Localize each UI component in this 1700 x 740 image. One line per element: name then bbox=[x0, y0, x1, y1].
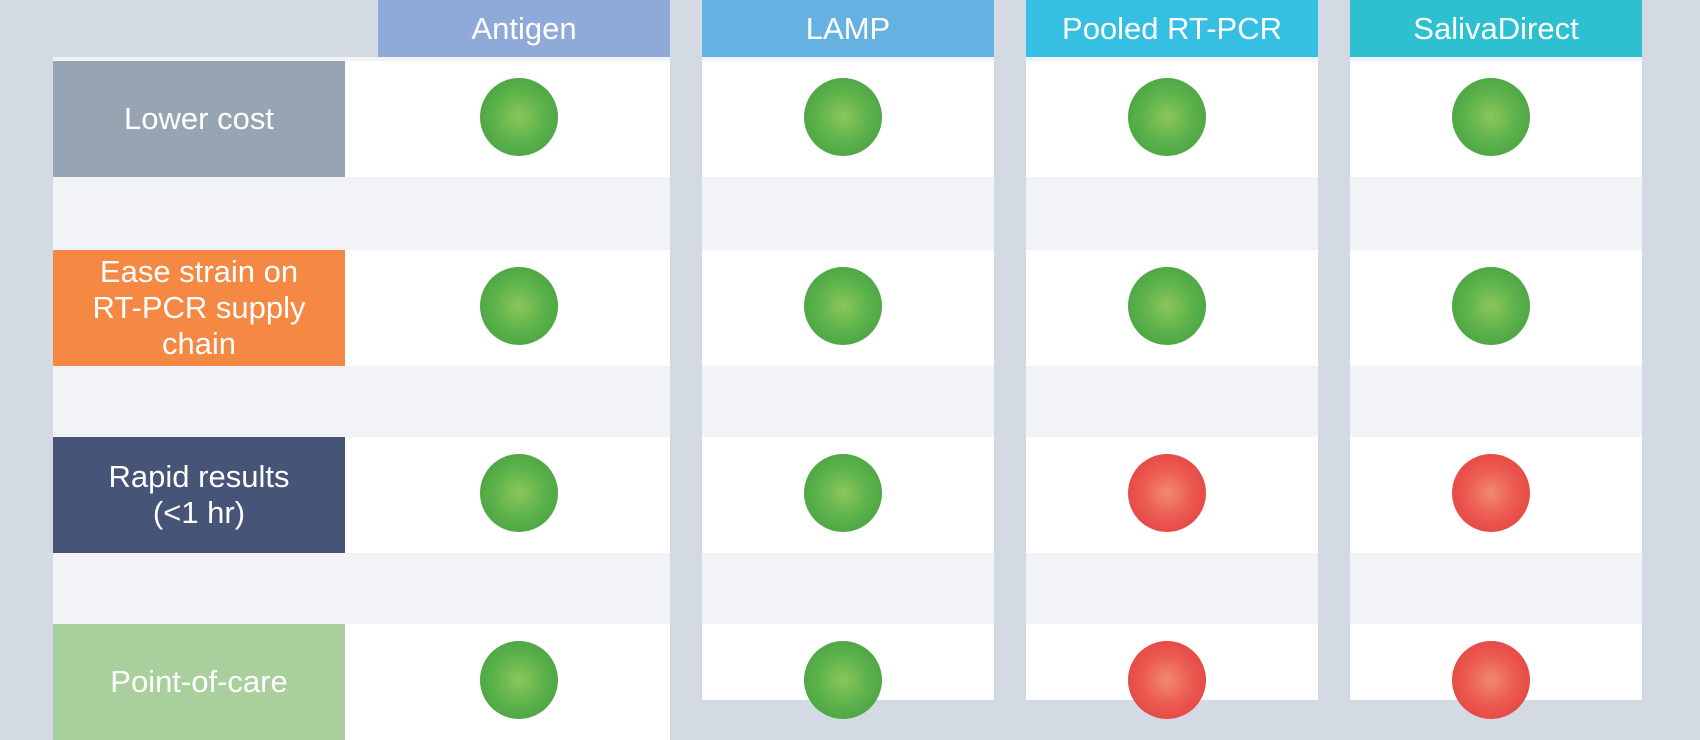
column-body bbox=[702, 57, 994, 700]
green-status-dot bbox=[804, 641, 882, 719]
column-body bbox=[378, 57, 670, 700]
row-label-text: Ease strain on RT-PCR supply chain bbox=[92, 254, 306, 361]
green-status-dot bbox=[1452, 78, 1530, 156]
column-header-lamp: LAMP bbox=[702, 0, 994, 57]
column-header-antigen: Antigen bbox=[378, 0, 670, 57]
red-status-dot bbox=[1128, 454, 1206, 532]
green-status-dot bbox=[480, 267, 558, 345]
row-label-text: Rapid results (<1 hr) bbox=[108, 459, 290, 530]
column-body bbox=[1350, 57, 1642, 700]
row-label: Lower cost bbox=[53, 61, 345, 177]
row-label-text: Lower cost bbox=[124, 101, 274, 136]
green-status-dot bbox=[804, 78, 882, 156]
green-status-dot bbox=[1128, 78, 1206, 156]
green-status-dot bbox=[1128, 267, 1206, 345]
green-status-dot bbox=[480, 78, 558, 156]
row-label: Point-of-care bbox=[53, 624, 345, 740]
green-status-dot bbox=[1452, 267, 1530, 345]
red-status-dot bbox=[1452, 454, 1530, 532]
row-label: Rapid results (<1 hr) bbox=[53, 437, 345, 553]
green-status-dot bbox=[480, 641, 558, 719]
red-status-dot bbox=[1452, 641, 1530, 719]
column-header-pooled-rt-pcr: Pooled RT-PCR bbox=[1026, 0, 1318, 57]
column-header-salivadirect: SalivaDirect bbox=[1350, 0, 1642, 57]
red-status-dot bbox=[1128, 641, 1206, 719]
green-status-dot bbox=[804, 267, 882, 345]
row-label-text: Point-of-care bbox=[110, 664, 288, 699]
row-label: Ease strain on RT-PCR supply chain bbox=[53, 250, 345, 366]
green-status-dot bbox=[480, 454, 558, 532]
green-status-dot bbox=[804, 454, 882, 532]
